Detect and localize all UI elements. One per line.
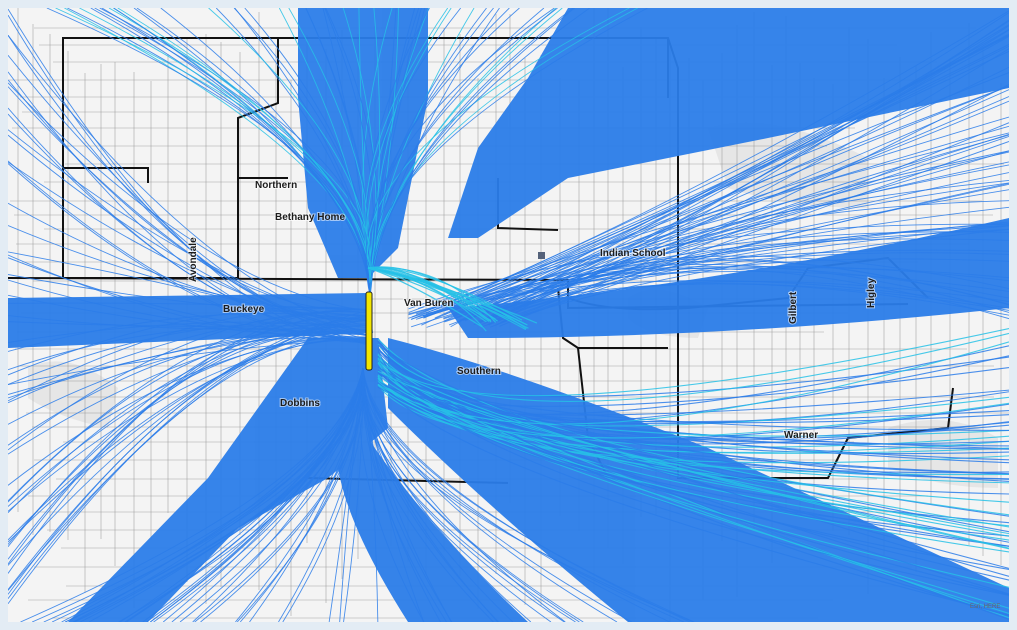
map-label-gilbert: Gilbert [788, 291, 799, 324]
flight-track-map[interactable]: Northern Bethany Home Avondale Buckeye V… [8, 8, 1009, 622]
map-label-indian-school: Indian School [600, 248, 666, 259]
map-label-buckeye: Buckeye [223, 304, 265, 315]
runway-highlight[interactable] [365, 291, 373, 371]
map-label-warner: Warner [784, 430, 818, 441]
map-label-dobbins: Dobbins [280, 398, 320, 409]
flight-tracks [8, 8, 1009, 622]
airport-marker-icon [538, 252, 545, 259]
map-label-higley: Higley [866, 278, 877, 308]
map-label-van-buren: Van Buren [404, 298, 453, 309]
map-credit: Esri, HERE [970, 604, 1000, 610]
map-label-northern: Northern [255, 180, 297, 191]
map-label-southern: Southern [457, 366, 501, 377]
map-label-avondale: Avondale [188, 237, 199, 282]
map-label-bethany-home: Bethany Home [275, 212, 345, 223]
